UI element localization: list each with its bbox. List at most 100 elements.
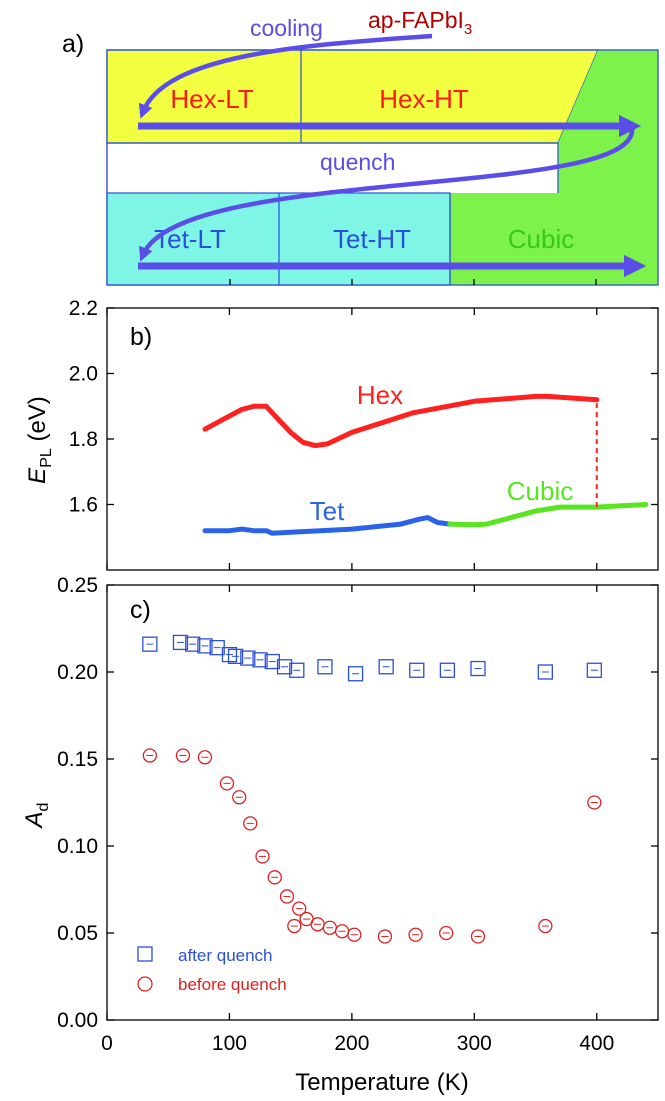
- quench-arrow: [139, 127, 635, 262]
- series-line-tet: [202, 515, 453, 536]
- point-before-quench: [243, 816, 258, 831]
- point-before-quench: [279, 889, 295, 904]
- point-before-quench: [347, 927, 362, 942]
- quench-label: quench: [320, 149, 395, 175]
- ylabel-b-subscript: PL: [38, 448, 55, 468]
- panel-c-ytick-label: 0.00: [57, 1009, 98, 1032]
- panel-c-xtick-label: 100: [212, 1032, 247, 1055]
- panel-c-yticks: 0.25 0.20 0.15 0.10 0.05 0.00: [57, 574, 658, 1032]
- point-after-quench: [347, 666, 364, 682]
- point-after-quench: [264, 653, 280, 670]
- point-after-quench: [470, 660, 486, 677]
- phase-label-hex-ht: Hex-HT: [379, 84, 469, 114]
- legend-square-marker: [137, 946, 153, 962]
- sample-label-subscript: 3: [464, 21, 472, 38]
- point-after-quench: [142, 636, 158, 652]
- phase-label-hex-lt: Hex-LT: [170, 84, 253, 114]
- legend-circle-marker: [137, 976, 153, 992]
- panel-c-axes: [106, 584, 659, 1021]
- ylabel-b-unit: (eV): [24, 396, 51, 448]
- point-before-quench: [377, 929, 393, 944]
- panel-c-ytick-label: 0.25: [57, 574, 98, 597]
- ylabel-c-subscript: d: [35, 803, 52, 812]
- legend-after-quench: after quench: [178, 946, 273, 965]
- point-after-quench: [289, 662, 305, 678]
- point-before-quench: [175, 748, 191, 763]
- point-before-quench: [219, 776, 235, 791]
- point-before-quench: [439, 925, 454, 941]
- series-label-cubic: Cubic: [507, 476, 573, 506]
- panel-b-label: b): [130, 323, 152, 351]
- panel-c-ytick-label: 0.20: [57, 661, 98, 684]
- panel-b-ytick-label: 1.8: [69, 428, 98, 451]
- cubic-region-upper: [450, 50, 658, 285]
- ylabel-c-main: A: [21, 811, 48, 829]
- panel-b-xticks: [106, 308, 598, 570]
- sample-label: ap-FAPbI3: [368, 7, 472, 38]
- point-after-quench: [378, 659, 394, 675]
- point-before-quench: [197, 750, 213, 765]
- phase-label-tet-ht: Tet-HT: [333, 224, 411, 254]
- point-after-quench: [227, 648, 244, 664]
- series-line-hex: [202, 393, 600, 449]
- series-label-hex: Hex: [357, 380, 403, 410]
- panel-a-label: a): [62, 30, 84, 58]
- panel-c-label: c): [130, 596, 151, 624]
- point-before-quench: [287, 918, 302, 934]
- point-before-quench: [587, 795, 602, 810]
- panel-c-xticks: 0 100 200 300 400: [101, 585, 614, 1055]
- legend-before-quench: before quench: [178, 975, 287, 994]
- point-after-quench: [185, 636, 201, 652]
- point-after-quench: [586, 662, 602, 678]
- panel-b-chart: b) 2.2 2.0 1.8 1.6 EPL (eV) Hex Tet Cubic: [24, 297, 659, 571]
- point-before-quench: [470, 929, 486, 944]
- panel-b-ytick-label: 1.6: [69, 494, 98, 517]
- point-after-quench: [439, 662, 456, 678]
- panel-b-axes: [106, 307, 659, 571]
- x-axis-label: Temperature (K): [295, 1069, 468, 1096]
- point-before-quench: [408, 927, 423, 942]
- upper-row-border: [107, 142, 559, 193]
- point-after-quench: [409, 662, 425, 678]
- panel-c-ylabel: Ad: [21, 803, 52, 830]
- series-label-tet: Tet: [310, 496, 345, 526]
- panel-b-ytick-label: 2.0: [69, 363, 98, 386]
- point-before-quench: [232, 790, 247, 805]
- diagram-ticks: [229, 279, 597, 285]
- panel-b-yticks: 2.2 2.0 1.8 1.6: [69, 297, 658, 517]
- point-after-quench: [221, 646, 238, 663]
- point-after-quench: [276, 659, 293, 675]
- panel-c-ytick-label: 0.15: [57, 748, 98, 771]
- point-before-quench: [538, 918, 553, 934]
- point-before-quench: [142, 748, 158, 763]
- ylabel-b-main: E: [24, 467, 51, 484]
- phase-label-tet-lt: Tet-LT: [154, 224, 226, 254]
- panel-c-xtick-label: 200: [334, 1032, 369, 1055]
- panel-b-series: [202, 393, 649, 536]
- panel-b-ytick-label: 2.2: [69, 297, 98, 320]
- point-after-quench: [172, 634, 189, 651]
- series-line-cubic: [447, 502, 649, 528]
- point-before-quench: [292, 901, 307, 916]
- diagram-outline: [106, 49, 659, 286]
- point-after-quench: [197, 638, 213, 654]
- point-before-quench: [255, 849, 270, 864]
- point-after-quench: [252, 652, 268, 668]
- point-after-quench: [317, 659, 333, 675]
- panel-c-xtick-label: 300: [457, 1032, 492, 1055]
- panel-a-diagram: a) Hex-LT Hex-HT Tet-LT Tet-HT Cubic coo…: [62, 7, 659, 286]
- panel-c-points: [142, 634, 602, 944]
- panel-c-ytick-label: 0.10: [57, 835, 98, 858]
- cooling-arrow: [138, 33, 433, 119]
- panel-c-ytick-label: 0.05: [57, 922, 98, 945]
- panel-c-xtick-label: 400: [579, 1032, 614, 1055]
- panel-c-chart: c) 0.25 0.20 0.15 0.10 0.05 0.00 0 100 200 300 40…: [21, 574, 659, 1096]
- sample-label-main: ap-FAPbI: [368, 7, 464, 33]
- panel-c-xtick-label: 0: [101, 1032, 113, 1055]
- cooling-label: cooling: [250, 15, 323, 41]
- point-before-quench: [267, 870, 282, 885]
- point-after-quench: [537, 664, 554, 680]
- legend: after quench before quench: [137, 946, 287, 994]
- panel-b-ylabel: EPL (eV): [24, 396, 55, 484]
